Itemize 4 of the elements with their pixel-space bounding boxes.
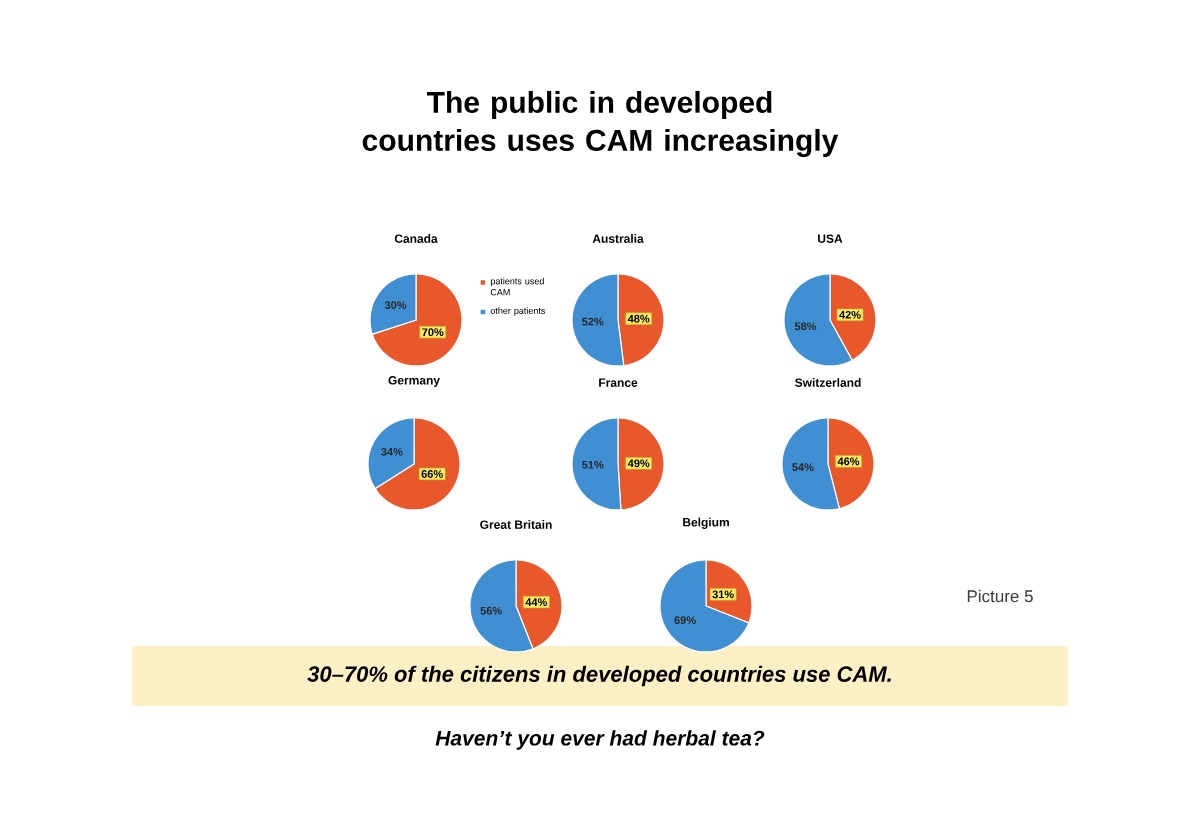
text: Haven’t you ever had herbal tea?	[435, 730, 765, 750]
text: Picture 5	[967, 589, 1033, 603]
text: The public in developed countries uses CAM increasingly	[362, 90, 839, 158]
text: 30–70% of the citizens in developed countries use CAM.	[307, 665, 891, 687]
